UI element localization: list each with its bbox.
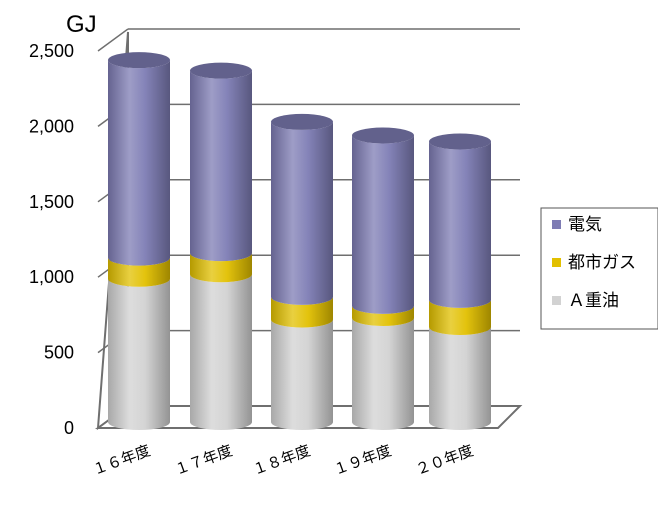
y-tick-label: 1,000 [29, 267, 74, 287]
x-tick-label: １８年度 [250, 441, 313, 478]
gridline-side [97, 28, 129, 52]
bar-stack [429, 133, 491, 430]
unit-label: GJ [66, 11, 97, 38]
y-tick-label: 0 [64, 418, 74, 438]
bar-segment [352, 305, 414, 326]
bar-segment [429, 141, 491, 308]
y-tick-label: 2,500 [29, 41, 74, 61]
legend-swatch [552, 220, 561, 229]
bar-segment [190, 70, 252, 262]
bar-segment [352, 317, 414, 430]
bar-segment [429, 299, 491, 335]
x-axis-ticks: １６年度 １７年度 １８年度 １９年度 ２０年度 [90, 441, 476, 478]
legend-label: 電気 [568, 215, 602, 235]
y-tick-label: 500 [44, 343, 74, 363]
bar-stack [271, 113, 333, 430]
bar-segment [271, 319, 333, 430]
bar-top [108, 52, 170, 69]
bar-segment [108, 60, 170, 266]
bar-segment [190, 274, 252, 430]
bar-segment [271, 121, 333, 305]
y-tick-label: 2,000 [29, 116, 74, 136]
bar-top [271, 113, 333, 130]
legend-label: 都市ガス [568, 253, 636, 273]
bar-segment [429, 326, 491, 430]
bars [108, 52, 491, 430]
bar-stack [190, 62, 252, 430]
bar-top [429, 133, 491, 150]
x-tick-label: ２０年度 [413, 441, 476, 478]
bar-segment [271, 296, 333, 328]
y-tick-label: 1,500 [29, 192, 74, 212]
x-tick-label: １７年度 [172, 441, 235, 478]
bar-stack [352, 127, 414, 430]
bar-top [352, 127, 414, 144]
legend-swatch [552, 296, 561, 305]
bar-segment [352, 135, 414, 314]
bar-stack [108, 52, 170, 430]
x-tick-label: １６年度 [90, 441, 153, 478]
bar-segment [108, 257, 170, 287]
y-axis-ticks: 0 500 1,000 1,500 2,000 2,500 [29, 41, 74, 438]
bar-top [190, 62, 252, 79]
bar-segment [190, 253, 252, 283]
bar-segment [108, 278, 170, 430]
legend-label: Ａ重油 [568, 291, 619, 311]
legend-swatch [552, 258, 561, 267]
x-tick-label: １９年度 [331, 441, 394, 478]
